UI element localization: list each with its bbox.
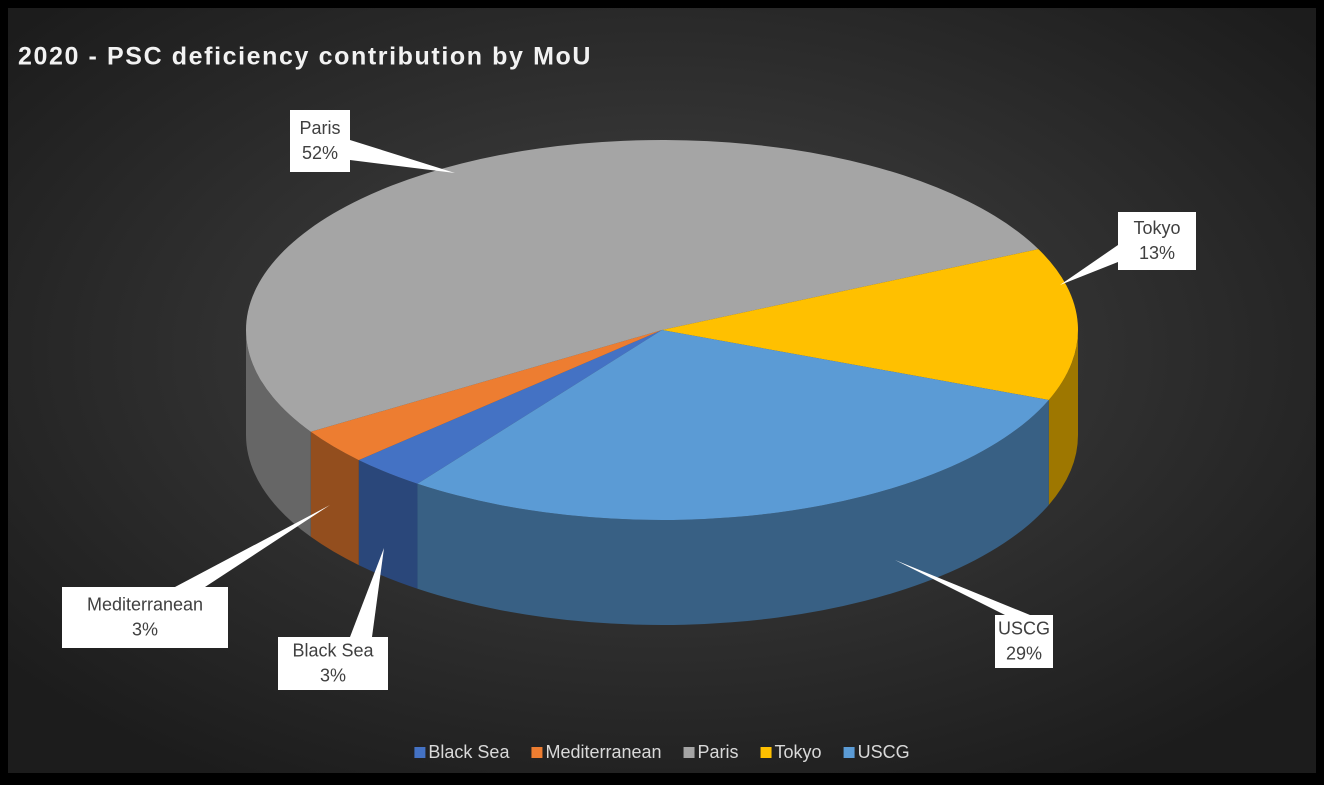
pie-side [246,330,311,537]
data-labels: Black Sea 3% Mediterranean 3% Paris 52% Tokyo 1… [62,110,1196,690]
callout-pointer [350,548,384,637]
data-label-value: 3% [132,619,158,639]
legend-swatch [414,747,426,758]
pie-slice [417,330,1049,520]
pie-slice [310,330,662,461]
callout-pointer [350,140,455,173]
callout-pointer [175,505,330,587]
data-label-name: Paris [299,118,340,138]
callout-pointer [895,560,1030,615]
legend: Black Sea Mediterranean Paris Tokyo USCG [414,742,910,762]
data-label-name: Tokyo [1133,218,1180,238]
data-label-name: USCG [998,618,1050,638]
pie-side [1048,330,1078,505]
legend-swatch [843,747,855,758]
data-label-value: 13% [1139,243,1175,263]
pie-slice [246,140,1039,432]
data-label-value: 52% [302,143,338,163]
pie-sides [246,330,1078,626]
callout-pointer [1060,245,1118,285]
legend-label: Paris [698,742,739,762]
legend-swatch [683,747,695,758]
data-label-value: 29% [1006,643,1042,663]
chart-title: 2020 - PSC deficiency contribution by Mo… [18,43,592,71]
data-label-value: 3% [320,665,346,685]
pie-side [358,460,418,589]
callout-box [995,615,1053,668]
callout-box [290,110,350,172]
legend-label: Tokyo [775,742,822,762]
legend-label: USCG [858,742,910,762]
pie-side [310,431,359,566]
pie-slice [358,330,662,484]
callout-box [1118,212,1196,270]
pie-tops [246,140,1078,520]
data-label-name: Mediterranean [87,594,203,614]
callout-box [278,637,388,690]
legend-label: Mediterranean [545,742,661,762]
legend-swatch [760,747,772,758]
legend-label: Black Sea [428,742,510,762]
callout-box [62,587,228,648]
data-label-name: Black Sea [292,640,374,660]
pie-side [417,399,1049,626]
pie-slice [662,249,1078,400]
legend-swatch [531,747,543,758]
